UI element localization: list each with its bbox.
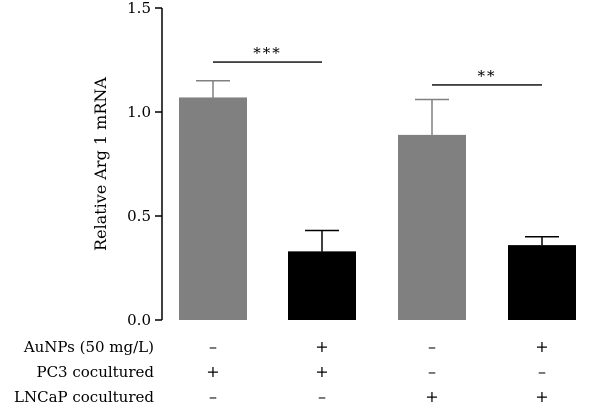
- condition-mark: +: [535, 337, 548, 356]
- condition-mark: +: [315, 337, 328, 356]
- condition-mark: –: [428, 362, 436, 381]
- significance-label: **: [478, 67, 497, 85]
- condition-mark: –: [318, 387, 326, 403]
- bar: [398, 134, 466, 320]
- significance-label: ***: [253, 44, 282, 62]
- bar: [288, 251, 356, 320]
- condition-mark: –: [209, 387, 217, 403]
- bar: [508, 245, 576, 320]
- condition-label: PC3 cocultured: [36, 363, 154, 381]
- condition-label: LNCaP cocultured: [14, 388, 154, 403]
- condition-mark: –: [538, 362, 546, 381]
- y-tick-label: 1.0: [127, 103, 151, 121]
- bar: [179, 97, 247, 320]
- condition-mark: +: [206, 362, 219, 381]
- y-tick-label: 0.5: [127, 207, 151, 225]
- condition-mark: +: [535, 387, 548, 403]
- y-axis-title: Relative Arg 1 mRNA: [91, 77, 110, 251]
- condition-label: AuNPs (50 mg/L): [23, 338, 154, 356]
- condition-mark: –: [428, 337, 436, 356]
- y-tick-label: 0.0: [127, 311, 151, 329]
- condition-mark: +: [425, 387, 438, 403]
- y-tick-label: 1.5: [127, 0, 151, 17]
- plot-area: 0.00.51.01.5*****AuNPs (50 mg/L) – + – +PC3 …: [14, 0, 576, 403]
- condition-mark: +: [315, 362, 328, 381]
- condition-mark: –: [209, 337, 217, 356]
